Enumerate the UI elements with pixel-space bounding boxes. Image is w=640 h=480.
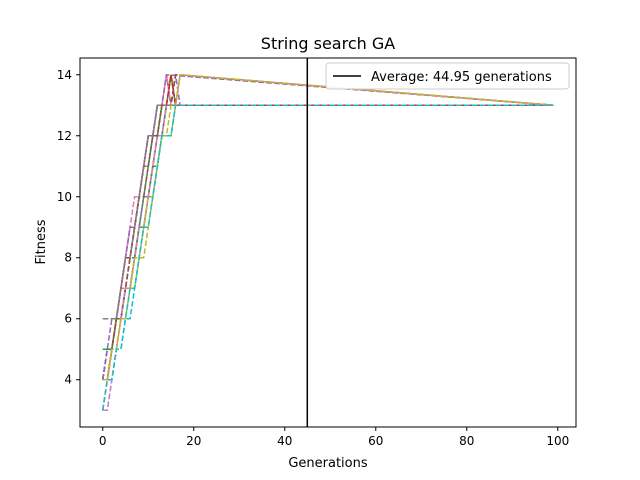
y-tick-label: 12 [57, 129, 72, 143]
series-line-20 [102, 104, 554, 411]
legend-label: Average: 44.95 generations [371, 70, 552, 85]
x-tick-label: 0 [99, 434, 107, 448]
x-tick-label: 20 [186, 434, 201, 448]
y-tick-label: 10 [57, 190, 72, 204]
legend: Average: 44.95 generations [325, 62, 570, 90]
x-axis-ticks: 0 20 40 60 80 100 [99, 427, 569, 448]
x-axis-label: Generations [288, 456, 368, 471]
x-tick-label: 80 [459, 434, 474, 448]
y-tick-label: 4 [64, 373, 72, 387]
x-tick-label: 100 [546, 434, 569, 448]
y-tick-label: 8 [64, 251, 72, 265]
plot-area [79, 57, 577, 428]
series-layer [102, 73, 554, 411]
chart-title: String search GA [261, 34, 395, 53]
axes-frame [79, 57, 577, 428]
y-tick-label: 14 [57, 68, 72, 82]
y-axis-label: Fitness [34, 219, 49, 264]
x-tick-label: 40 [277, 434, 292, 448]
y-tick-label: 6 [64, 312, 72, 326]
series-line-18 [102, 104, 554, 320]
x-tick-label: 60 [368, 434, 383, 448]
legend-box [325, 62, 570, 90]
y-axis-ticks: 4 6 8 10 12 14 [57, 68, 80, 387]
